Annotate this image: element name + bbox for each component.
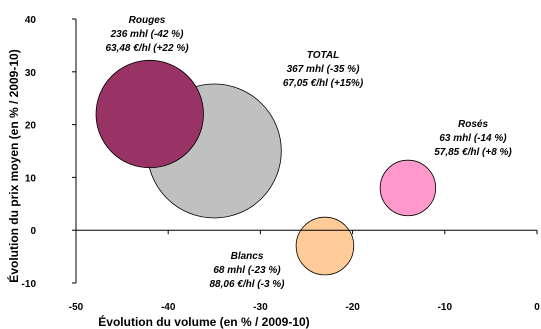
bubble-annotation: 63 mhl (-14 %)	[439, 133, 507, 144]
bubble-annotation: 63,48 €/hl (+22 %)	[105, 43, 189, 54]
y-tick-label: 10	[25, 173, 37, 184]
bubble-annotation: Blancs	[231, 251, 264, 262]
bubble-annotation: 367 mhl (-35 %)	[287, 64, 360, 75]
x-tick-label: 0	[534, 302, 540, 313]
bubble-annotation: 236 mhl (-42 %)	[110, 29, 184, 40]
x-axis-title: Évolution du volume (en % / 2009-10)	[98, 314, 309, 329]
bubble-annotation: 88,06 €/hl (-3 %)	[209, 279, 285, 290]
axes-layer	[75, 19, 537, 283]
bubble-blancs	[295, 216, 355, 276]
x-tick-label: -20	[345, 302, 360, 313]
y-tick-label: 0	[30, 226, 36, 237]
bubble-annotation: Rouges	[129, 15, 166, 26]
bubble-ros-s	[379, 159, 437, 217]
bubble-annotation: 68 mhl (-23 %)	[213, 265, 281, 276]
x-tick-label: -50	[69, 302, 84, 313]
x-tick-label: -10	[438, 302, 453, 313]
bubble-annotation: TOTAL	[307, 50, 339, 61]
bubble-annotation: Rosés	[458, 119, 488, 130]
y-tick-label: 40	[25, 15, 37, 26]
tick-layer: -50 -40 -30 -20 -10 0 -10 0 10 20 30 40	[22, 15, 541, 313]
annotation-layer: TOTAL 367 mhl (-35 %) 67,05 €/hl (+15%) Rou…	[105, 15, 512, 290]
bubble-annotation: 67,05 €/hl (+15%)	[283, 78, 364, 89]
bubble-annotation: 57,85 €/hl (+8 %)	[434, 147, 512, 158]
y-axis-title: Évolution du prix moyen (en % / 2009-10)	[6, 49, 21, 282]
x-tick-label: -30	[253, 302, 268, 313]
y-tick-label: 30	[25, 68, 37, 79]
y-tick-label: -10	[22, 279, 37, 290]
bubble-layer	[95, 59, 437, 276]
y-tick-label: 20	[25, 121, 37, 132]
x-tick-label: -40	[161, 302, 176, 313]
bubble-rouges	[95, 59, 204, 169]
